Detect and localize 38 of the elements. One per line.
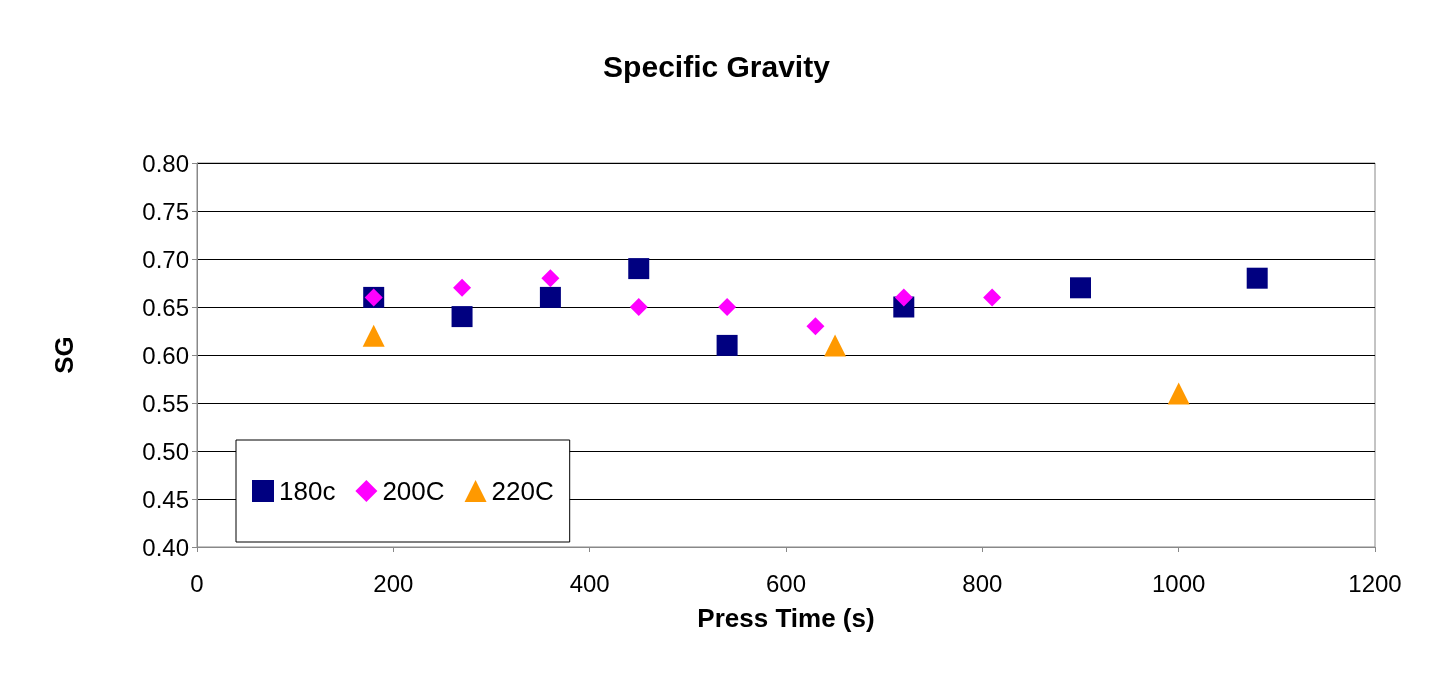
- y-tick-label: 0.45: [142, 485, 189, 513]
- point: [1167, 382, 1190, 405]
- legend-label: 200C: [382, 476, 445, 506]
- point: [983, 288, 1002, 307]
- y-tick-label: 0.60: [142, 341, 189, 369]
- y-tick-label: 0.40: [142, 533, 189, 561]
- x-tick-label: 800: [962, 569, 1003, 597]
- y-tick-label: 0.55: [142, 389, 189, 417]
- point: [824, 334, 847, 357]
- x-tick-label: 400: [569, 569, 610, 597]
- x-tick-label: 1000: [1151, 569, 1206, 597]
- legend-label: 220C: [491, 476, 554, 506]
- point: [539, 286, 561, 308]
- x-tick-label: 1200: [1348, 569, 1402, 597]
- x-tick-label: 0: [190, 569, 204, 597]
- point: [629, 298, 648, 316]
- point: [1070, 277, 1091, 299]
- point: [362, 324, 385, 347]
- y-tick-label: 0.70: [142, 245, 189, 273]
- point: [716, 334, 738, 356]
- y-tick-label: 0.50: [142, 437, 189, 465]
- chart-title: Specific Gravity: [603, 49, 831, 83]
- point: [628, 258, 650, 280]
- point: [894, 288, 913, 307]
- point: [1246, 267, 1268, 289]
- y-tick-label: 0.75: [142, 197, 189, 225]
- legend-label: 180c: [279, 476, 336, 506]
- point: [541, 269, 560, 288]
- x-tick-label: 600: [765, 569, 807, 597]
- point: [718, 298, 737, 316]
- x-tick-label: 200: [373, 569, 414, 597]
- y-axis-title: SG: [49, 336, 79, 374]
- x-axis-title: Press Time (s): [697, 603, 875, 633]
- y-tick-label: 0.65: [142, 293, 189, 321]
- y-tick-label: 0.80: [142, 149, 189, 177]
- point: [451, 306, 473, 328]
- point: [453, 278, 472, 297]
- point: [806, 317, 825, 336]
